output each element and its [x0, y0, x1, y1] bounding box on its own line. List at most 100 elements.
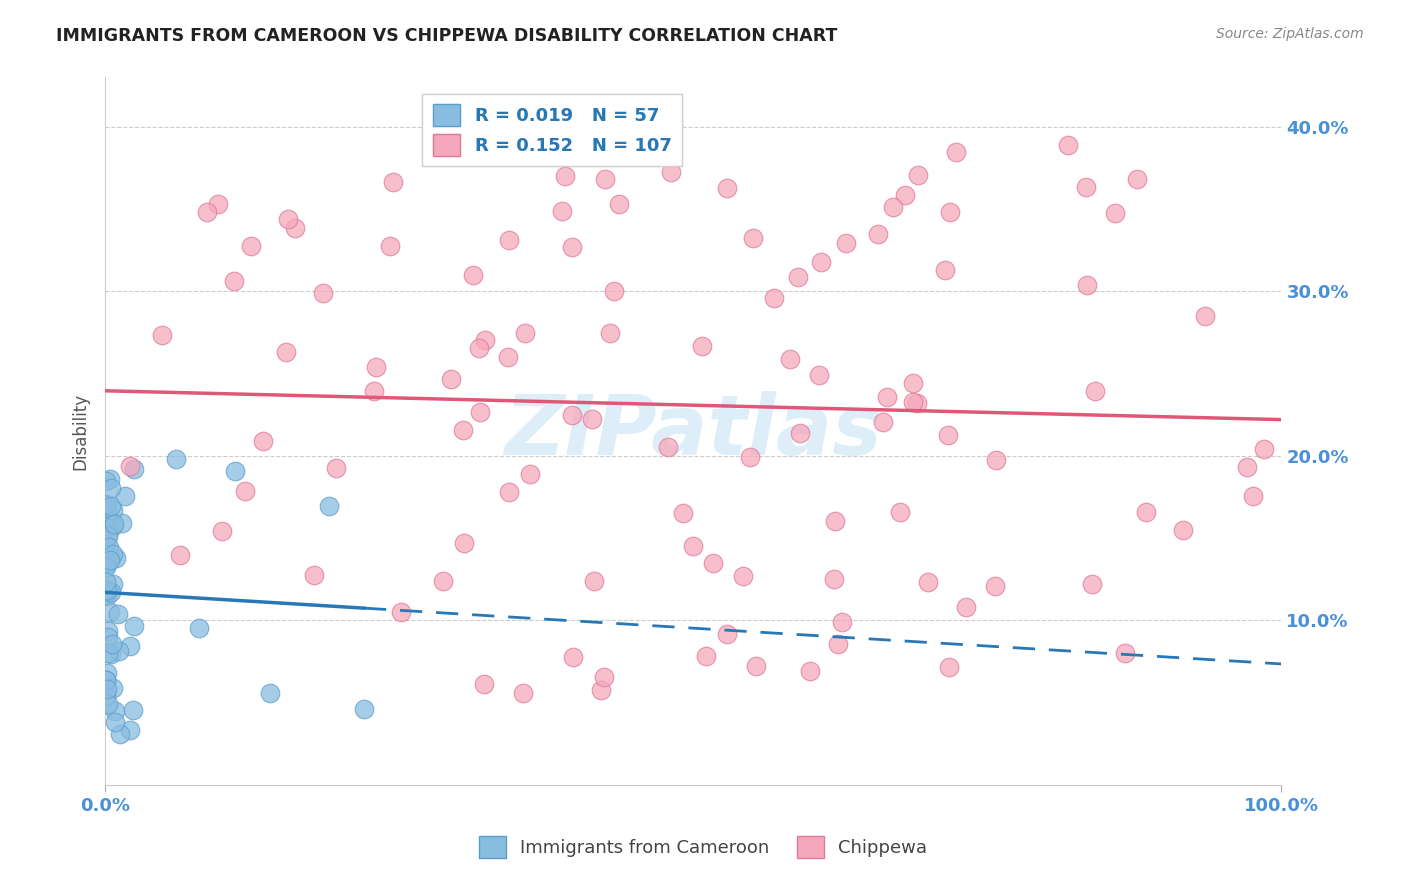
- Text: IMMIGRANTS FROM CAMEROON VS CHIPPEWA DISABILITY CORRELATION CHART: IMMIGRANTS FROM CAMEROON VS CHIPPEWA DIS…: [56, 27, 838, 45]
- Point: [440, 372, 463, 386]
- Point: [1194, 309, 1216, 323]
- Point: [955, 599, 977, 614]
- Point: [233, 483, 256, 498]
- Point: [1253, 442, 1275, 457]
- Point: [94, 537, 117, 551]
- Point: [934, 262, 956, 277]
- Point: [901, 376, 924, 390]
- Point: [169, 548, 191, 562]
- Point: [97, 624, 120, 638]
- Point: [207, 197, 229, 211]
- Point: [917, 574, 939, 589]
- Point: [607, 197, 630, 211]
- Point: [98, 513, 121, 527]
- Point: [581, 412, 603, 426]
- Point: [378, 238, 401, 252]
- Point: [1236, 459, 1258, 474]
- Text: ZIPatlas: ZIPatlas: [505, 391, 883, 472]
- Point: [122, 703, 145, 717]
- Point: [94, 673, 117, 687]
- Point: [353, 702, 375, 716]
- Point: [498, 484, 520, 499]
- Point: [779, 351, 801, 366]
- Point: [104, 704, 127, 718]
- Point: [111, 516, 134, 530]
- Point: [583, 574, 606, 588]
- Point: [118, 639, 141, 653]
- Point: [101, 547, 124, 561]
- Point: [97, 646, 120, 660]
- Point: [382, 176, 405, 190]
- Point: [96, 589, 118, 603]
- Point: [602, 284, 624, 298]
- Point: [97, 630, 120, 644]
- Point: [467, 341, 489, 355]
- Point: [876, 390, 898, 404]
- Point: [591, 682, 613, 697]
- Point: [100, 637, 122, 651]
- Point: [498, 233, 520, 247]
- Point: [1104, 205, 1126, 219]
- Point: [702, 556, 724, 570]
- Point: [97, 528, 120, 542]
- Point: [364, 359, 387, 374]
- Y-axis label: Disability: Disability: [72, 392, 89, 470]
- Point: [835, 235, 858, 250]
- Point: [901, 395, 924, 409]
- Point: [122, 462, 145, 476]
- Point: [519, 467, 541, 482]
- Point: [432, 574, 454, 588]
- Point: [1171, 523, 1194, 537]
- Point: [882, 200, 904, 214]
- Point: [107, 607, 129, 621]
- Point: [593, 172, 616, 186]
- Point: [745, 659, 768, 673]
- Text: Source: ZipAtlas.com: Source: ZipAtlas.com: [1216, 27, 1364, 41]
- Point: [682, 539, 704, 553]
- Point: [101, 519, 124, 533]
- Point: [692, 339, 714, 353]
- Point: [1081, 577, 1104, 591]
- Point: [96, 689, 118, 703]
- Point: [222, 273, 245, 287]
- Point: [731, 568, 754, 582]
- Point: [103, 517, 125, 532]
- Point: [101, 503, 124, 517]
- Point: [742, 231, 765, 245]
- Point: [108, 644, 131, 658]
- Point: [100, 500, 122, 514]
- Point: [1057, 138, 1080, 153]
- Point: [823, 573, 845, 587]
- Point: [97, 526, 120, 541]
- Point: [94, 560, 117, 574]
- Point: [105, 551, 128, 566]
- Point: [259, 686, 281, 700]
- Point: [1241, 489, 1264, 503]
- Point: [108, 727, 131, 741]
- Point: [96, 575, 118, 590]
- Legend: R = 0.019   N = 57, R = 0.152   N = 107: R = 0.019 N = 57, R = 0.152 N = 107: [422, 94, 682, 167]
- Point: [114, 489, 136, 503]
- Point: [470, 405, 492, 419]
- Point: [96, 557, 118, 571]
- Point: [905, 396, 928, 410]
- Point: [453, 423, 475, 437]
- Point: [593, 670, 616, 684]
- Point: [122, 618, 145, 632]
- Point: [810, 255, 832, 269]
- Point: [96, 556, 118, 570]
- Point: [1114, 646, 1136, 660]
- Point: [98, 472, 121, 486]
- Point: [453, 535, 475, 549]
- Point: [512, 686, 534, 700]
- Point: [695, 648, 717, 663]
- Point: [1076, 278, 1098, 293]
- Point: [799, 664, 821, 678]
- Point: [94, 475, 117, 489]
- Point: [561, 408, 583, 422]
- Point: [96, 665, 118, 680]
- Point: [100, 585, 122, 599]
- Point: [97, 697, 120, 711]
- Point: [659, 165, 682, 179]
- Point: [389, 606, 412, 620]
